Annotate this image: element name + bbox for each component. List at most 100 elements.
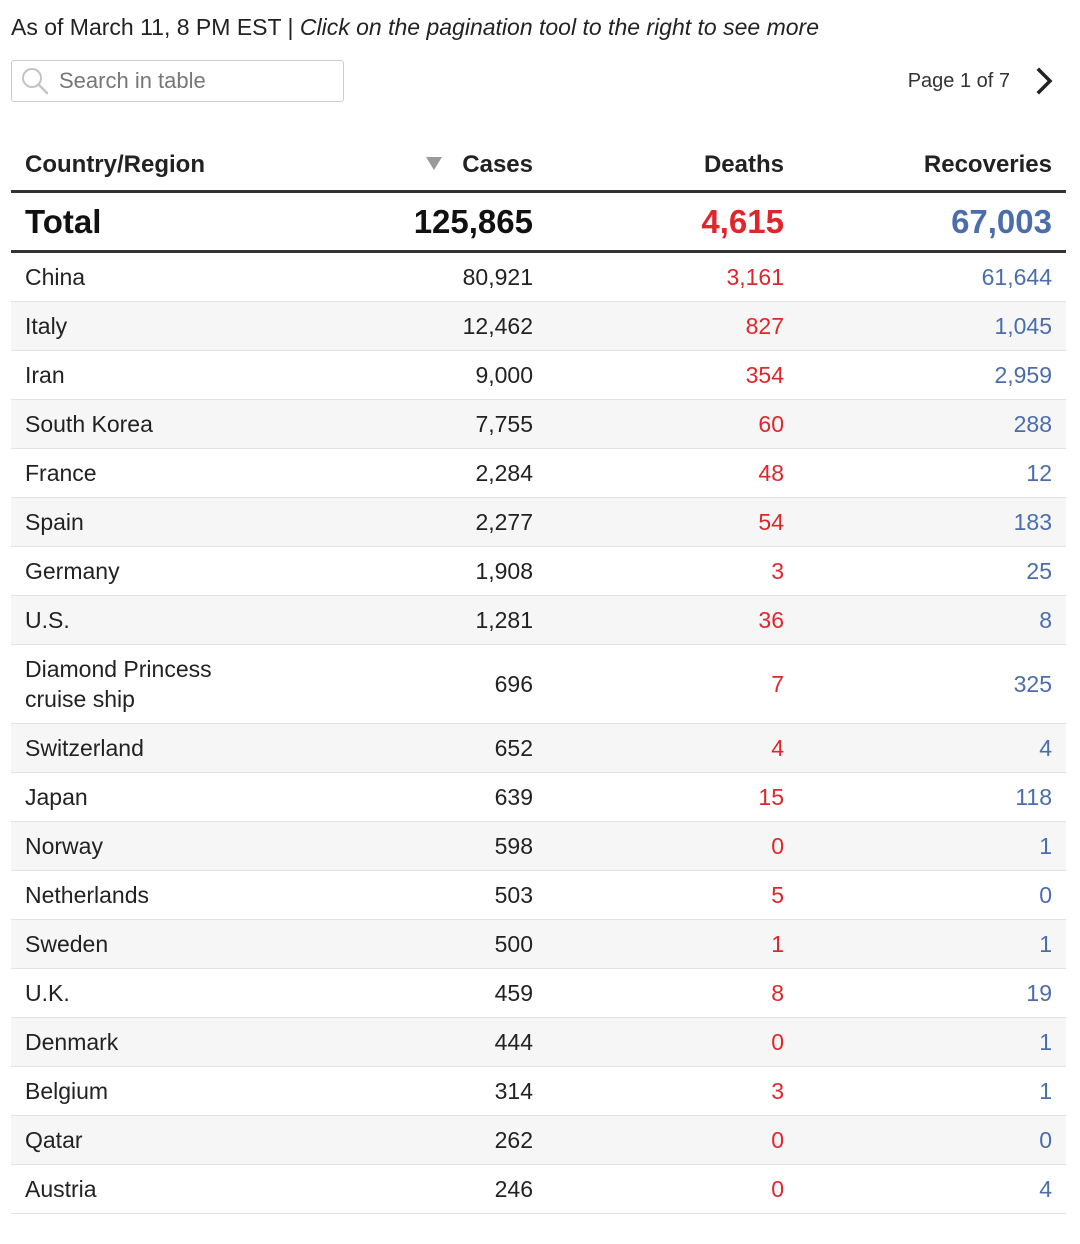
cases-cell: 503 — [341, 870, 547, 920]
cases-cell: 314 — [341, 1066, 547, 1116]
table-row: South Korea 7,755 60 288 — [11, 399, 1066, 449]
total-recoveries: 67,003 — [798, 191, 1066, 253]
cases-table: Country/Region Cases Deaths Recoveries T… — [11, 140, 1066, 1214]
cases-cell: 7,755 — [341, 399, 547, 449]
table-row: Denmark 444 0 1 — [11, 1017, 1066, 1067]
country-cell: Netherlands — [11, 870, 341, 920]
deaths-cell: 3 — [547, 1066, 798, 1116]
table-row: U.S. 1,281 36 8 — [11, 595, 1066, 645]
deaths-cell: 36 — [547, 595, 798, 645]
table-row: Iran 9,000 354 2,959 — [11, 350, 1066, 400]
deaths-cell: 8 — [547, 968, 798, 1018]
country-cell: U.S. — [11, 595, 341, 645]
country-cell: Sweden — [11, 919, 341, 969]
column-header-cases-label: Cases — [462, 151, 533, 178]
recoveries-cell: 12 — [798, 448, 1066, 498]
column-header-deaths-label: Deaths — [703, 151, 784, 178]
cases-cell: 598 — [341, 821, 547, 871]
cases-cell: 639 — [341, 772, 547, 822]
as-of-text: As of March 11, 8 PM EST | — [11, 14, 300, 40]
search-box[interactable] — [11, 60, 344, 102]
deaths-cell: 827 — [547, 301, 798, 351]
cases-cell: 9,000 — [341, 350, 547, 400]
table-row: Switzerland 652 4 4 — [11, 723, 1066, 773]
total-row: Total 125,865 4,615 67,003 — [11, 191, 1066, 253]
recoveries-cell: 4 — [798, 723, 1066, 773]
deaths-cell: 7 — [547, 644, 798, 724]
pagination-hint: Click on the pagination tool to the righ… — [299, 14, 819, 40]
country-cell: Qatar — [11, 1115, 341, 1165]
country-cell: Spain — [11, 497, 341, 547]
page-indicator: Page 1 of 7 — [907, 69, 1010, 92]
column-header-recoveries[interactable]: Recoveries — [798, 140, 1066, 193]
country-cell: Iran — [11, 350, 341, 400]
table-row: Netherlands 503 5 0 — [11, 870, 1066, 920]
table-row: Belgium 314 3 1 — [11, 1066, 1066, 1116]
table-row: China 80,921 3,161 61,644 — [11, 251, 1066, 302]
recoveries-cell: 325 — [798, 644, 1066, 724]
country-cell: Switzerland — [11, 723, 341, 773]
cases-cell: 262 — [341, 1115, 547, 1165]
recoveries-cell: 1 — [798, 1017, 1066, 1067]
table-row: Qatar 262 0 0 — [11, 1115, 1066, 1165]
table-row: Germany 1,908 3 25 — [11, 546, 1066, 596]
recoveries-cell: 4 — [798, 1164, 1066, 1214]
column-header-cases[interactable]: Cases — [341, 140, 547, 193]
table-row: Italy 12,462 827 1,045 — [11, 301, 1066, 351]
deaths-cell: 4 — [547, 723, 798, 773]
deaths-cell: 0 — [547, 1115, 798, 1165]
next-page-button[interactable] — [1032, 64, 1056, 98]
recoveries-cell: 0 — [798, 870, 1066, 920]
country-cell: France — [11, 448, 341, 498]
country-cell: Austria — [11, 1164, 341, 1214]
search-input[interactable] — [59, 68, 319, 94]
recoveries-cell: 1 — [798, 821, 1066, 871]
deaths-cell: 60 — [547, 399, 798, 449]
total-deaths: 4,615 — [547, 191, 798, 253]
table-row: Japan 639 15 118 — [11, 772, 1066, 822]
deaths-cell: 354 — [547, 350, 798, 400]
recoveries-cell: 19 — [798, 968, 1066, 1018]
cases-cell: 1,908 — [341, 546, 547, 596]
cases-cell: 500 — [341, 919, 547, 969]
column-header-country[interactable]: Country/Region — [11, 140, 341, 193]
deaths-cell: 3 — [547, 546, 798, 596]
table-row: Spain 2,277 54 183 — [11, 497, 1066, 547]
recoveries-cell: 183 — [798, 497, 1066, 547]
column-header-deaths[interactable]: Deaths — [547, 140, 798, 193]
recoveries-cell: 1,045 — [798, 301, 1066, 351]
cases-cell: 1,281 — [341, 595, 547, 645]
cases-cell: 696 — [341, 644, 547, 724]
country-cell: China — [11, 251, 341, 302]
deaths-cell: 15 — [547, 772, 798, 822]
table-row: Sweden 500 1 1 — [11, 919, 1066, 969]
sort-descending-icon — [426, 157, 443, 170]
pagination: Page 1 of 7 — [908, 64, 1056, 98]
cases-cell: 246 — [341, 1164, 547, 1214]
recoveries-cell: 8 — [798, 595, 1066, 645]
cases-cell: 459 — [341, 968, 547, 1018]
table-row: U.K. 459 8 19 — [11, 968, 1066, 1018]
update-notice: As of March 11, 8 PM EST | Click on the … — [11, 12, 819, 42]
country-cell: Belgium — [11, 1066, 341, 1116]
deaths-cell: 0 — [547, 1017, 798, 1067]
recoveries-cell: 288 — [798, 399, 1066, 449]
country-cell: Denmark — [11, 1017, 341, 1067]
total-cases: 125,865 — [341, 191, 547, 253]
cases-cell: 444 — [341, 1017, 547, 1067]
deaths-cell: 1 — [547, 919, 798, 969]
header-row: Country/Region Cases Deaths Recoveries — [11, 140, 1066, 193]
recoveries-cell: 25 — [798, 546, 1066, 596]
recoveries-cell: 1 — [798, 919, 1066, 969]
country-cell: South Korea — [11, 399, 341, 449]
recoveries-cell: 0 — [798, 1115, 1066, 1165]
deaths-cell: 54 — [547, 497, 798, 547]
table-row: France 2,284 48 12 — [11, 448, 1066, 498]
cases-cell: 80,921 — [341, 251, 547, 302]
deaths-cell: 48 — [547, 448, 798, 498]
country-cell: Italy — [11, 301, 341, 351]
recoveries-cell: 1 — [798, 1066, 1066, 1116]
column-header-recoveries-label: Recoveries — [923, 151, 1052, 178]
recoveries-cell: 61,644 — [798, 251, 1066, 302]
table-row: Norway 598 0 1 — [11, 821, 1066, 871]
